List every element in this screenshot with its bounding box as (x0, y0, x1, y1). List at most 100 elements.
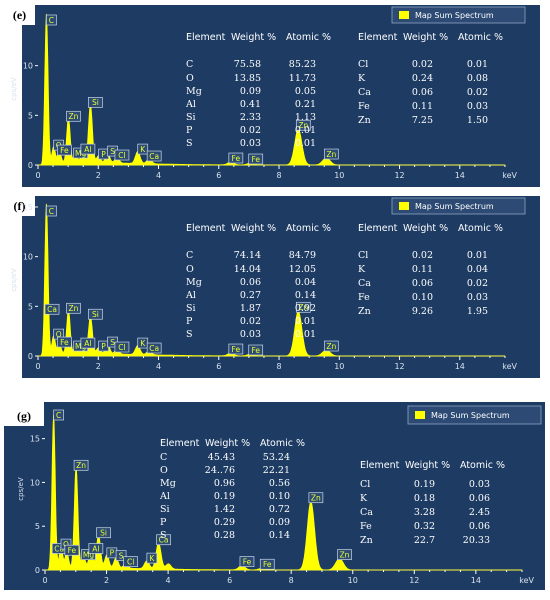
peak-label-text: K (140, 145, 146, 154)
table-left-header: Element (186, 223, 226, 234)
peak-label-text: Si (92, 310, 99, 319)
x-tick-label: 12 (409, 576, 419, 585)
peak-label-text: Fe (60, 146, 69, 155)
peak-label-fe: Fe (248, 344, 264, 356)
peak-label-box (114, 149, 130, 161)
peak-label-text: O (63, 540, 69, 549)
legend-box (407, 405, 542, 425)
peak-label-text: Al (92, 544, 99, 553)
peak-label-box (66, 110, 81, 122)
table-right-cell: 0.03 (467, 292, 488, 303)
table-left-cell: 0.72 (269, 504, 290, 515)
table-right-cell: 0.02 (412, 250, 433, 261)
panel-g: (g) 0 5 10 15 cps/eV 0 2 4 6 8 10 12 14 keV C Ca O Fe Zn Mg A… (0, 398, 550, 596)
peak-label-text: Cl (118, 151, 125, 160)
table-left-cell: 0.01 (295, 138, 316, 149)
table-right-cell: 3.28 (414, 507, 435, 518)
table-right-header: Weight % (403, 32, 448, 43)
x-tick-label: 6 (216, 171, 221, 180)
peak-label-zn: Zn (308, 492, 324, 504)
table-left-cell: 1.13 (295, 112, 316, 123)
table-left-cell: C (186, 250, 193, 261)
table-left-header: Atomic % (260, 438, 305, 449)
peak-label-text: P (101, 150, 106, 159)
x-tick-label: 4 (156, 362, 161, 371)
peak-label-box (80, 337, 96, 349)
peak-label-ca: Ca (44, 303, 60, 315)
peak-label-box (146, 342, 162, 354)
panel-label-text: (f) (14, 199, 26, 213)
peak-label-box (81, 549, 96, 560)
table-left-cell: S (186, 329, 193, 340)
peak-label-zn: Zn (295, 301, 311, 313)
table-right-cell: 0.03 (467, 101, 488, 112)
legend-swatch (399, 11, 409, 19)
peak-label-zn: Zn (323, 340, 339, 352)
table-left-cell: 14.04 (234, 264, 261, 275)
table-right-header: Atomic % (460, 460, 505, 471)
table-left-cell: 0.03 (240, 138, 261, 149)
table-right-cell: 0.01 (467, 59, 488, 70)
table-left-cell: 0.10 (269, 491, 290, 502)
peak-label-p: P (106, 547, 118, 559)
y-tick-label: 15 (30, 435, 40, 444)
panel-label: (f) (4, 196, 35, 216)
y-axis-label: cps/eV (17, 477, 25, 501)
peak-label-text: Al (84, 339, 91, 348)
spectrum-chart-e: (e)0510cps/eV02468101214keVCOFeMgZnAlSiP… (4, 5, 540, 187)
peak-label-al: Al (80, 143, 96, 155)
peak-label-text: Cl (127, 557, 134, 566)
peak-label-text: Si (92, 98, 99, 107)
peak-label-box (64, 544, 80, 556)
panel-label-box (4, 196, 35, 216)
peak-label-text: Zn (298, 121, 308, 130)
peak-label-cl: Cl (114, 149, 130, 161)
y-tick-label: 5 (28, 302, 33, 311)
peak-label-text: Fe (60, 338, 69, 347)
legend-label: Map Sum Spectrum (415, 202, 494, 211)
peak-label-al: Al (80, 337, 96, 349)
table-right-cell: 0.04 (467, 264, 488, 275)
y-tick-label: 15 (23, 203, 33, 212)
table-left-cell: 0.14 (269, 530, 290, 541)
peak-label-box (114, 341, 130, 353)
table-left-cell: Mg (186, 86, 202, 97)
peak-label-fe: Fe (259, 558, 275, 570)
table-left-header: Atomic % (286, 223, 331, 234)
table-right-cell: 0.11 (412, 101, 433, 112)
peak-label-text: Cl (118, 343, 125, 352)
y-axis-label: cps/eV (10, 268, 18, 292)
peak-label-ca: Ca (146, 150, 162, 162)
table-left-cell: 0.09 (240, 86, 261, 97)
table-left-cell: 45.43 (208, 452, 235, 463)
panel-label-text: (g) (17, 409, 31, 423)
x-tick-label: 6 (227, 576, 232, 585)
table-left-cell: 11.73 (289, 73, 316, 84)
x-tick-label: 8 (276, 362, 281, 371)
peak-label-text: Zn (68, 112, 78, 121)
table-right-cell: 0.19 (414, 479, 435, 490)
peak-label-text: Zn (340, 550, 350, 559)
table-right-cell: 0.02 (467, 87, 488, 98)
peak-label-text: Ca (47, 305, 57, 314)
peak-label-text: Zn (311, 493, 321, 502)
table-left-cell: 85.23 (289, 59, 316, 70)
peak-label-box (248, 344, 264, 356)
peak-label-box (259, 558, 275, 570)
peak-label-text: Al (84, 145, 91, 154)
table-left-cell: 75.58 (234, 59, 261, 70)
panel-label-text: (e) (13, 8, 26, 22)
peak-label-mg: Mg (81, 549, 96, 560)
peak-label-box (156, 534, 171, 546)
table-right-cell: 0.18 (414, 493, 435, 504)
peak-label-fe: Fe (64, 544, 80, 556)
peak-label-text: Zn (298, 303, 308, 312)
table-left-cell: 0.01 (295, 329, 316, 340)
peak-label-box (80, 143, 96, 155)
peak-label-box (308, 492, 324, 504)
table-left-cell: Mg (186, 277, 202, 288)
peak-label-box (337, 549, 352, 560)
table-left-cell: 0.28 (214, 530, 235, 541)
x-tick-label: 10 (348, 576, 358, 585)
y-tick-label: 10 (23, 62, 33, 71)
